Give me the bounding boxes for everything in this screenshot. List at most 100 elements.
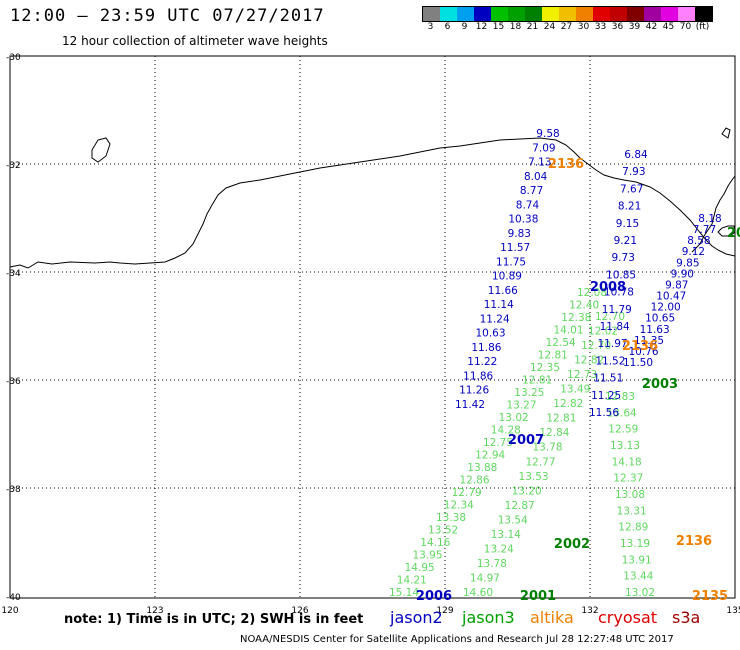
swh-value: 12.70 xyxy=(595,311,625,323)
swh-value: 12.81 xyxy=(522,375,552,387)
color-scale-swatch xyxy=(457,7,474,21)
swh-value: 11.86 xyxy=(463,370,493,382)
swh-value: 13.31 xyxy=(617,505,647,517)
color-scale-label: 9 xyxy=(461,22,468,32)
swh-value: 11.63 xyxy=(640,324,670,336)
swh-value: 13.13 xyxy=(610,440,640,452)
color-scale-swatch xyxy=(525,7,542,21)
color-scale-swatch xyxy=(440,7,457,21)
swh-value: 9.58 xyxy=(536,128,559,140)
swh-value: 13.08 xyxy=(615,489,645,501)
swh-value: 11.66 xyxy=(488,285,518,297)
color-scale-swatch xyxy=(695,7,712,21)
swh-value: 9.87 xyxy=(665,279,688,291)
swh-value: 8.77 xyxy=(520,185,543,197)
color-scale-swatch xyxy=(678,7,695,21)
color-scale-label: 70 xyxy=(679,22,692,32)
units-note: note: 1) Time is in UTC; 2) SWH is in fe… xyxy=(64,612,364,627)
coastline xyxy=(9,137,736,269)
color-scale-label: 27 xyxy=(560,22,573,32)
swh-value: 14.16 xyxy=(420,537,450,549)
swh-value: 12.81 xyxy=(538,350,568,362)
swh-value: 9.12 xyxy=(682,246,705,258)
pass-time-label: 2002 xyxy=(554,537,590,552)
swh-value: 13.78 xyxy=(532,442,562,454)
small-island xyxy=(721,127,731,139)
y-tick-label: -30 xyxy=(6,53,21,63)
swh-value: 13.53 xyxy=(519,471,549,483)
swh-value: 11.25 xyxy=(591,390,621,402)
satellite-legend-item: cryosat xyxy=(598,608,658,627)
pass-time-label: 2136 xyxy=(676,534,712,549)
color-scale-label: 36 xyxy=(611,22,624,32)
swh-value: 11.14 xyxy=(484,299,514,311)
color-scale-label: 24 xyxy=(543,22,556,32)
swh-value: 11.84 xyxy=(600,321,630,333)
color-scale-label: 33 xyxy=(594,22,607,32)
swh-value: 13.91 xyxy=(622,554,652,566)
swh-value: 8.04 xyxy=(524,171,548,183)
swh-value: 12.59 xyxy=(608,424,638,436)
swh-value: 12.94 xyxy=(475,450,505,462)
swh-value: 13.52 xyxy=(428,525,458,537)
swh-value: 10.63 xyxy=(475,328,505,340)
x-tick-label: 126 xyxy=(291,606,308,616)
x-tick-label: 123 xyxy=(146,606,163,616)
swh-value: 13.54 xyxy=(498,514,528,526)
swh-value: 10.47 xyxy=(656,291,686,303)
y-tick-label: -34 xyxy=(6,269,21,279)
color-scale-label: 45 xyxy=(662,22,675,32)
color-scale-swatch xyxy=(627,7,644,21)
swh-value: 12.37 xyxy=(613,473,643,485)
swh-value: 12.79 xyxy=(452,487,482,499)
track-jason2-2008: 11.56 11.25 11.51 11.52 11.97 11.84 11.79 10.78… xyxy=(589,149,648,419)
satellite-legend-item: jason2 xyxy=(390,608,443,627)
swh-value: 12.81 xyxy=(546,413,576,425)
track-jason3-2006: 15.1414.2114.9513.9514.1613.5213.3812.34… xyxy=(389,287,607,604)
swh-value: 15.14 xyxy=(389,587,419,599)
color-scale-label: 3 xyxy=(427,22,434,32)
swh-value: 7.13 xyxy=(528,157,551,169)
color-scale-label: 42 xyxy=(645,22,658,32)
swh-value: 11.26 xyxy=(459,385,489,397)
swh-value: 13.44 xyxy=(623,571,653,583)
swh-value: 11.86 xyxy=(471,342,501,354)
swh-value: 8.74 xyxy=(516,199,540,211)
swh-value: 12.87 xyxy=(505,500,535,512)
swh-value: 14.97 xyxy=(470,572,500,584)
swh-value: 13.27 xyxy=(506,400,536,412)
swh-value: 13.49 xyxy=(560,384,590,396)
color-scale-label: 18 xyxy=(509,22,522,32)
swh-value: 12.54 xyxy=(546,337,576,349)
color-scale-label: (ft) xyxy=(695,22,710,32)
pass-time-label: 2006 xyxy=(416,589,452,604)
swh-value: 10.78 xyxy=(604,287,634,299)
swh-value: 11.50 xyxy=(623,357,653,369)
swh-value: 12.83 xyxy=(605,391,635,403)
swh-value: 11.57 xyxy=(500,242,530,254)
satellite-legend-item: jason3 xyxy=(462,608,515,627)
color-scale-swatch xyxy=(644,7,661,21)
track-jason2-2007: 11.42 11.26 11.86 11.22 11.86 10.63 11.24 11.14… xyxy=(455,128,560,448)
swh-value: 9.83 xyxy=(508,228,531,240)
swh-value: 11.56 xyxy=(589,407,619,419)
color-scale-label: 6 xyxy=(444,22,451,32)
swh-value: 10.89 xyxy=(492,271,522,283)
swh-value: 13.78 xyxy=(477,558,507,570)
pass-time-label: 20 xyxy=(727,226,740,241)
x-tick-label: 135 xyxy=(726,606,740,616)
y-tick-label: -38 xyxy=(6,485,21,495)
swh-value: 8.58 xyxy=(687,235,710,247)
swh-value: 12.82 xyxy=(574,355,604,367)
swh-value: 12.08 xyxy=(577,287,607,299)
swh-value: 12.73 xyxy=(567,369,597,381)
swh-value: 6.84 xyxy=(624,149,648,161)
color-scale-label: 21 xyxy=(526,22,539,32)
swh-value: 12.89 xyxy=(618,522,648,534)
axis-tick-labels: 120 123 126 129 132 135 -30 -32 -34 -36 -38 -40 xyxy=(1,53,740,616)
swh-value: 11.51 xyxy=(593,373,623,385)
swh-value: 12.00 xyxy=(651,302,681,314)
swh-value: 13.38 xyxy=(436,512,466,524)
swh-value: 12.38 xyxy=(561,312,591,324)
